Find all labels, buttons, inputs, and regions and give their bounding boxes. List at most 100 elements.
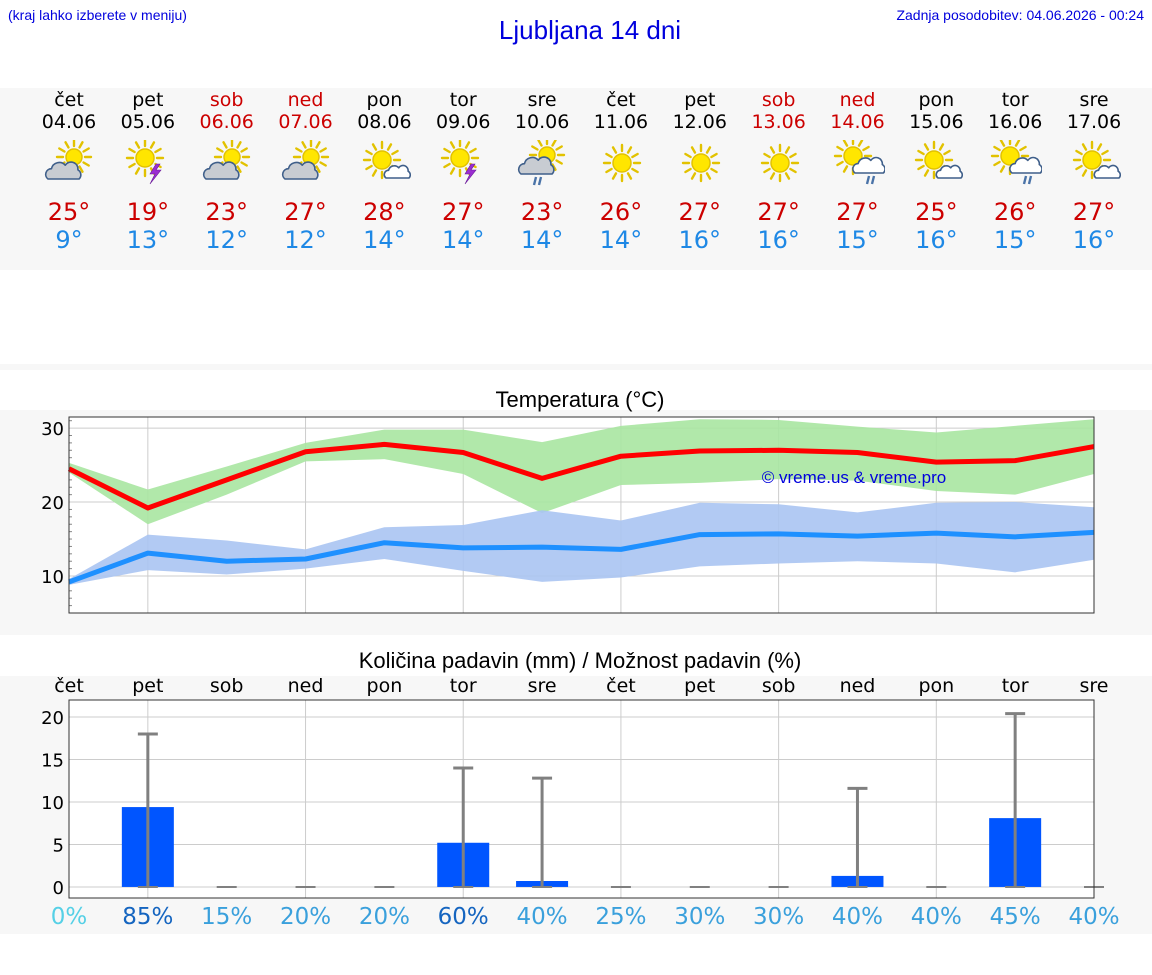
- day-name: pet: [108, 89, 188, 111]
- min-temperature-point: [778, 533, 779, 534]
- min-temperature: 14°: [423, 226, 503, 254]
- forecast-day: tor 16.06 26° 15°: [975, 88, 1055, 270]
- min-temperature-point: [1015, 536, 1016, 537]
- precipitation-chance: 85%: [108, 904, 188, 930]
- forecast-day: sob 06.06 23° 12°: [187, 88, 267, 270]
- day-name: čet: [581, 89, 661, 111]
- min-temperature: 12°: [187, 226, 267, 254]
- day-name: pon: [896, 89, 976, 111]
- precipitation-chance-row: 0% 85% 15% 20% 20% 60% 40% 25% 30% 30% 40% 40% 45% 40…: [0, 904, 1152, 934]
- day-name: ned: [266, 89, 346, 111]
- sun-thunderstorm-icon: [123, 140, 175, 186]
- max-temperature: 26°: [975, 198, 1055, 226]
- forecast-day: pon 08.06 28° 14°: [344, 88, 424, 270]
- watermark: © vreme.us & vreme.pro: [762, 468, 946, 487]
- sun-cloud-rain-icon: [990, 140, 1042, 186]
- max-temperature-point: [226, 479, 227, 480]
- min-temperature-point: [384, 542, 385, 543]
- day-date: 05.06: [108, 111, 188, 133]
- day-name: pet: [660, 89, 740, 111]
- max-temperature: 27°: [1054, 198, 1134, 226]
- min-temperature-point: [542, 547, 543, 548]
- precipitation-chart-title: Količina padavin (mm) / Možnost padavin …: [0, 648, 1152, 674]
- y-tick-label: 5: [53, 835, 64, 856]
- forecast-day: pet 12.06 27° 16°: [660, 88, 740, 270]
- precipitation-chance: 20%: [344, 904, 424, 930]
- x-tick-label: ned: [840, 675, 876, 697]
- max-temperature-point: [699, 451, 700, 452]
- precipitation-chance: 25%: [581, 904, 661, 930]
- forecast-day: ned 14.06 27° 15°: [818, 88, 898, 270]
- forecast-day: pet 05.06 19° 13°: [108, 88, 188, 270]
- day-date: 11.06: [581, 111, 661, 133]
- x-tick-label: tor: [450, 675, 477, 697]
- x-tick-label: čet: [606, 675, 636, 697]
- min-temperature: 16°: [1054, 226, 1134, 254]
- forecast-day: čet 04.06 25° 9°: [29, 88, 109, 270]
- max-temperature: 27°: [818, 198, 898, 226]
- max-temperature: 23°: [187, 198, 267, 226]
- day-date: 08.06: [344, 111, 424, 133]
- max-temperature: 26°: [581, 198, 661, 226]
- mostly-sunny-icon: [1069, 140, 1121, 186]
- max-temperature: 27°: [266, 198, 346, 226]
- max-temperature: 28°: [344, 198, 424, 226]
- max-temperature-point: [463, 452, 464, 453]
- x-tick-label: pet: [132, 675, 163, 697]
- max-temperature-point: [147, 507, 148, 508]
- precipitation-chance: 60%: [423, 904, 503, 930]
- forecast-day: sre 17.06 27° 16°: [1054, 88, 1134, 270]
- forecast-day: čet 11.06 26° 14°: [581, 88, 661, 270]
- y-tick-label: 20: [41, 708, 64, 729]
- sunny-icon: [675, 140, 727, 186]
- day-date: 09.06: [423, 111, 503, 133]
- partly-cloudy-rain-icon: [517, 140, 569, 186]
- min-temperature: 14°: [344, 226, 424, 254]
- max-temperature-point: [384, 444, 385, 445]
- min-temperature: 14°: [581, 226, 661, 254]
- day-date: 13.06: [739, 111, 819, 133]
- day-name: sob: [739, 89, 819, 111]
- max-temperature-point: [1015, 460, 1016, 461]
- day-date: 06.06: [187, 111, 267, 133]
- day-name: tor: [975, 89, 1055, 111]
- min-temperature: 16°: [739, 226, 819, 254]
- day-date: 14.06: [818, 111, 898, 133]
- max-temperature-point: [305, 451, 306, 452]
- min-temperature-point: [226, 561, 227, 562]
- precipitation-chance: 15%: [187, 904, 267, 930]
- day-date: 10.06: [502, 111, 582, 133]
- plot-area: [69, 700, 1094, 898]
- forecast-day: pon 15.06 25° 16°: [896, 88, 976, 270]
- day-date: 12.06: [660, 111, 740, 133]
- y-tick-label: 15: [41, 750, 64, 771]
- min-temperature: 9°: [29, 226, 109, 254]
- sun-cloud-rain-icon: [833, 140, 885, 186]
- mostly-sunny-icon: [359, 140, 411, 186]
- x-tick-label: tor: [1002, 675, 1029, 697]
- max-temperature-point: [936, 462, 937, 463]
- min-temperature: 15°: [975, 226, 1055, 254]
- min-temperature: 15°: [818, 226, 898, 254]
- separator-band: [0, 364, 1152, 370]
- precipitation-chance: 40%: [502, 904, 582, 930]
- forecast-day: ned 07.06 27° 12°: [266, 88, 346, 270]
- precipitation-chance: 40%: [896, 904, 976, 930]
- day-name: sre: [502, 89, 582, 111]
- min-temperature-point: [699, 534, 700, 535]
- partly-cloudy-icon: [281, 140, 333, 186]
- min-temperature-point: [857, 536, 858, 537]
- day-date: 15.06: [896, 111, 976, 133]
- max-temperature: 27°: [423, 198, 503, 226]
- min-temperature-point: [936, 533, 937, 534]
- x-tick-label: ned: [288, 675, 324, 697]
- max-temperature-point: [542, 478, 543, 479]
- y-tick-label: 20: [41, 493, 64, 514]
- day-date: 04.06: [29, 111, 109, 133]
- y-tick-label: 0: [53, 878, 64, 899]
- precipitation-chance: 45%: [975, 904, 1055, 930]
- max-temperature: 19°: [108, 198, 188, 226]
- day-name: ned: [818, 89, 898, 111]
- precipitation-chance: 40%: [817, 904, 897, 930]
- precipitation-chart: 0 5 10 15 20 čet pet sob ned pon tor sre čet pet sob ne…: [0, 672, 1152, 904]
